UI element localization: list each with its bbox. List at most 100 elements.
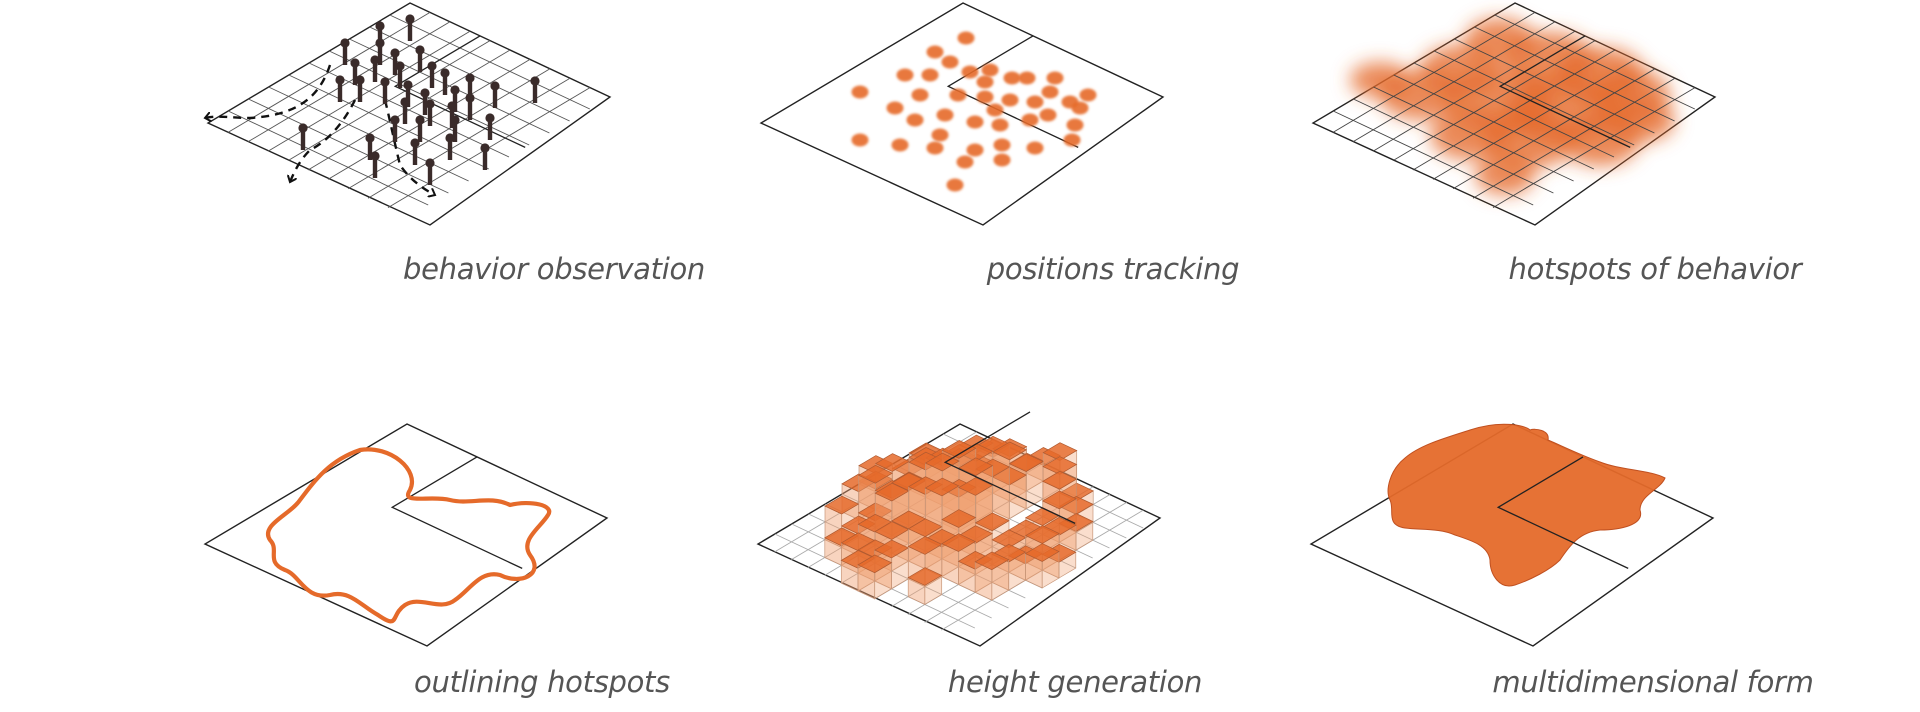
position-dot [976,75,994,89]
position-dot [921,68,939,82]
person-icon [403,80,413,107]
person-icon [298,123,308,150]
person-icon [405,14,415,41]
person-icon [350,58,360,85]
person-icon [380,77,390,104]
person-icon [415,115,425,142]
person-icon [410,138,420,165]
person-icon [450,115,460,142]
extruded-blocks [824,434,1094,606]
person-icon [427,61,437,88]
position-dot [966,115,984,129]
caption-multidimensional-form: multidimensional form [1492,665,1814,699]
person-icon [340,38,350,65]
person-icon [335,75,345,102]
position-dot [956,155,974,169]
caption-positions-tracking: positions tracking [986,252,1240,286]
position-dot [976,90,994,104]
person-icon [425,99,435,126]
caption-outlining-hotspots: outlining hotspots [414,665,670,699]
ground-plate [203,423,609,647]
position-dot [1001,93,1019,107]
position-dot [949,88,967,102]
person-icon [490,81,500,108]
position-dot [896,68,914,82]
panel-behavior-observation [205,2,612,226]
position-dot [851,133,869,147]
person-icon [370,151,380,178]
position-dot [1063,133,1081,147]
person-icon [480,143,490,170]
person-icon [365,133,375,160]
panel-hotspots-of-behavior [1311,2,1717,226]
panel-positions-tracking [759,2,1165,226]
position-dot [906,113,924,127]
height-block [857,554,893,600]
person-icon [440,68,450,95]
caption-hotspots-of-behavior: hotspots of behavior [1508,252,1802,286]
person-icon [355,75,365,102]
hotspot-outline [265,447,552,624]
position-dot [891,138,909,152]
position-dot [961,65,979,79]
person-icon [465,93,475,120]
person-icon [445,133,455,160]
position-dot [1003,71,1021,85]
person-icon [390,115,400,142]
building-outline [1496,456,1629,569]
person-icon [450,85,460,112]
building-outline [943,411,1076,524]
position-dot [986,103,1004,117]
person-icon [485,113,495,140]
position-dot [1026,141,1044,155]
person-icon [465,73,475,100]
position-dot [981,63,999,77]
position-dot [1061,95,1079,109]
grid-lines [1332,12,1696,208]
height-block [941,533,977,586]
building-outline [390,456,523,569]
position-dot [1021,113,1039,127]
person-icon [375,38,385,65]
person-icon [370,55,380,82]
position-dot [966,143,984,157]
position-dot [993,153,1011,167]
height-block [1024,543,1060,589]
person-icon [425,158,435,185]
height-block [907,567,943,606]
position-dot [1039,108,1057,122]
position-dot [926,45,944,59]
building-outline [393,35,526,148]
movement-path-1 [205,64,332,118]
caption-behavior-observation: behavior observation [402,252,705,286]
movement-path-3 [383,99,435,195]
movement-path-2 [290,99,357,182]
position-dot [911,88,929,102]
person-icon [530,76,540,103]
person-icon [395,61,405,88]
height-block [840,550,876,592]
position-dot [993,138,1011,152]
position-dot [1046,71,1064,85]
organic-form [1387,423,1666,587]
position-dot [1041,85,1059,99]
position-dot [1026,95,1044,109]
panel-multidimensional-form [1309,423,1715,647]
panel-outlining-hotspots [203,423,609,647]
position-dot [1018,71,1036,85]
building-outline [946,35,1079,148]
position-dot [1079,88,1097,102]
ground-plate [759,2,1165,226]
building-outline [1498,35,1631,148]
position-dot [941,55,959,69]
position-dot [946,178,964,192]
person-icon [415,45,425,72]
position-dot [1066,118,1084,132]
position-dot [886,101,904,115]
ground-plate [206,2,612,226]
person-icon [400,97,410,124]
person-icon [420,88,430,115]
position-dot [991,118,1009,132]
position-dot [957,31,975,45]
